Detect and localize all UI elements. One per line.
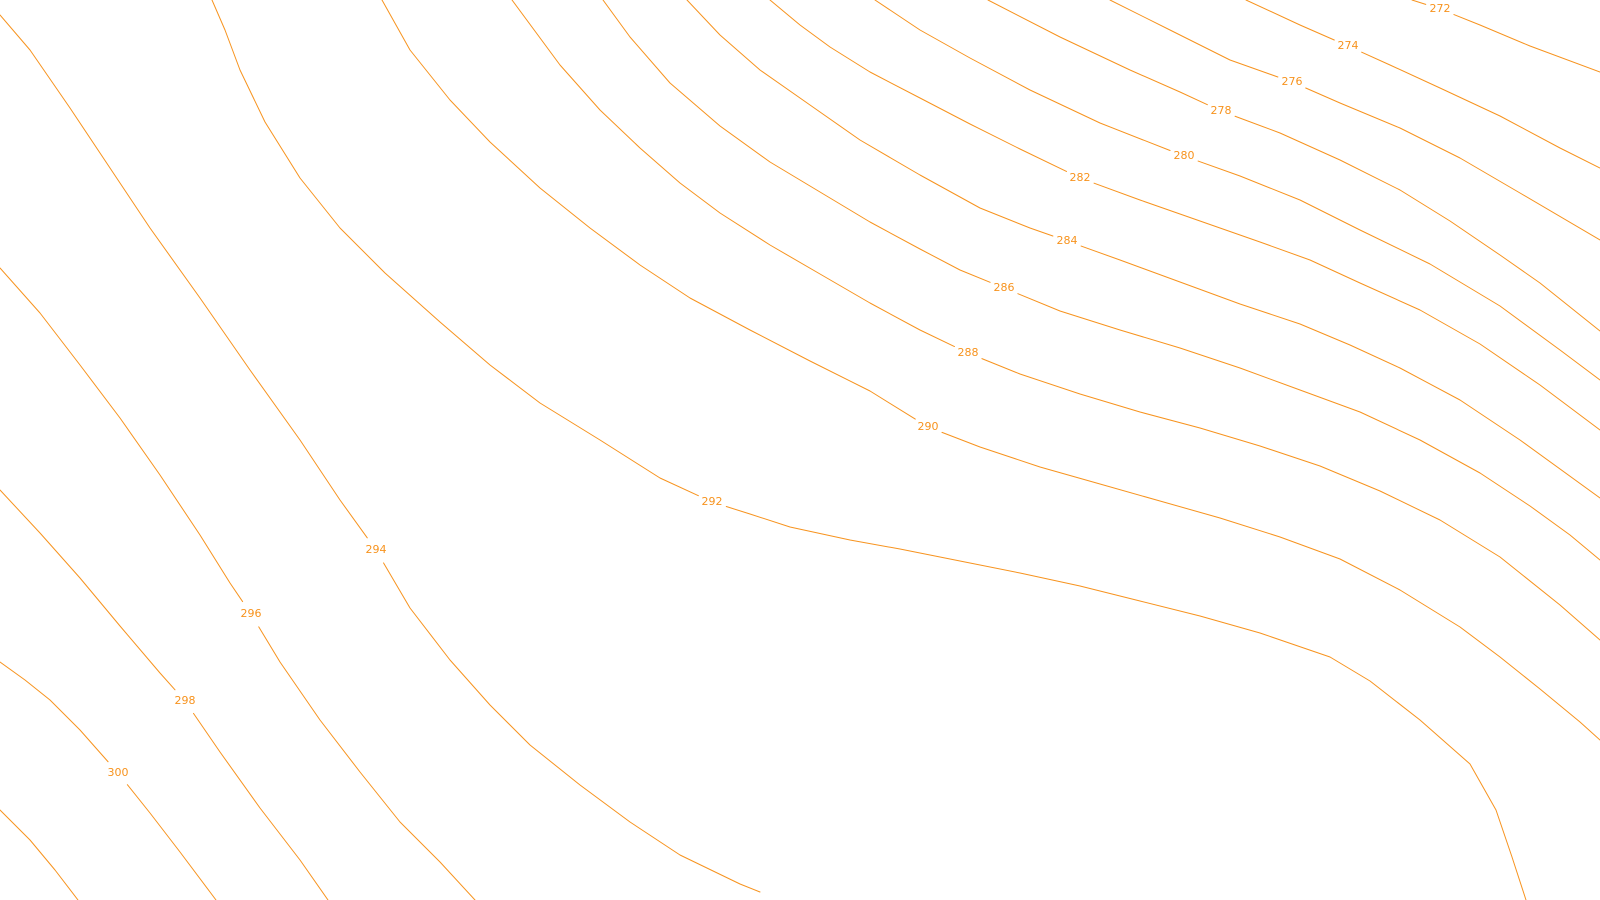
- contour-line-290-a: [381, 0, 916, 420]
- contour-296: 296: [0, 267, 476, 900]
- contour-292: 292: [211, 0, 1527, 900]
- contour-label-272: 272: [1430, 2, 1451, 15]
- contour-label-298: 298: [175, 694, 196, 707]
- contour-line-280-b: [1197, 160, 1600, 381]
- contour-line-278-a: [987, 0, 1208, 106]
- contour-300: 300: [0, 661, 217, 900]
- contour-276: 276: [1109, 0, 1600, 241]
- contour-label-286: 286: [994, 281, 1015, 294]
- contour-line-292-b: [725, 506, 1527, 900]
- contour-label-300: 300: [108, 766, 129, 779]
- contour-290: 290: [381, 0, 1600, 741]
- contour-line-274-b: [1361, 51, 1600, 169]
- contour-line-296-a: [0, 267, 244, 603]
- contour-line-276-a: [1109, 0, 1279, 78]
- contour-line-276-b: [1305, 87, 1600, 241]
- contour-line-302: [0, 809, 79, 900]
- contour-label-290: 290: [918, 420, 939, 433]
- contour-line-296-b: [258, 626, 476, 900]
- contour-line-272-b: [1453, 14, 1600, 73]
- contour-line-294-b: [383, 562, 761, 893]
- contour-line-286-b: [1017, 293, 1600, 561]
- contour-line-298-b: [192, 712, 329, 900]
- contour-302: [0, 809, 79, 900]
- contour-label-282: 282: [1070, 171, 1091, 184]
- contour-line-282-b: [1093, 182, 1600, 431]
- contour-294: 294: [0, 14, 761, 893]
- contour-line-286-a: [602, 0, 991, 283]
- contour-label-276: 276: [1282, 75, 1303, 88]
- contour-line-292-a: [211, 0, 699, 497]
- contour-286: 286: [602, 0, 1600, 561]
- contour-284: 284: [686, 0, 1600, 499]
- contour-278: 278: [987, 0, 1600, 332]
- contour-line-278-b: [1234, 115, 1600, 332]
- contour-line-300-a: [0, 661, 109, 763]
- contour-line-284-b: [1080, 245, 1600, 499]
- contour-line-288-b: [981, 358, 1600, 641]
- contour-272: 272: [1411, 0, 1600, 73]
- contour-line-298-a: [0, 489, 176, 691]
- contour-line-280-a: [874, 0, 1171, 152]
- contour-line-274-a: [1245, 0, 1335, 41]
- contour-label-284: 284: [1057, 234, 1078, 247]
- contour-label-294: 294: [366, 543, 387, 556]
- contour-282: 282: [769, 0, 1600, 431]
- contour-line-300-b: [126, 784, 217, 900]
- contour-line-284-a: [686, 0, 1054, 237]
- contour-label-288: 288: [958, 346, 979, 359]
- contour-line-294-a: [0, 14, 368, 539]
- contour-line-288-a: [511, 0, 955, 348]
- contour-label-292: 292: [702, 495, 723, 508]
- contour-label-274: 274: [1338, 39, 1359, 52]
- contour-label-280: 280: [1174, 149, 1195, 162]
- contour-line-272-a: [1411, 0, 1427, 5]
- contour-280: 280: [874, 0, 1600, 381]
- contour-274: 274: [1245, 0, 1600, 169]
- contour-label-278: 278: [1211, 104, 1232, 117]
- contour-298: 298: [0, 489, 329, 900]
- contour-line-282-a: [769, 0, 1067, 172]
- contour-label-296: 296: [241, 607, 262, 620]
- contour-288: 288: [511, 0, 1600, 641]
- contour-line-290-b: [941, 431, 1600, 741]
